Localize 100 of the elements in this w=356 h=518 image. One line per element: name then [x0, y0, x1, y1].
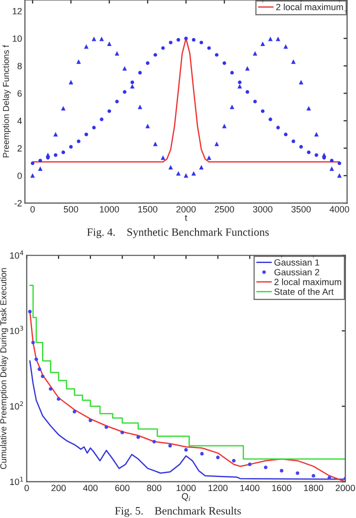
- point: [268, 37, 272, 42]
- y-tick-label: 10$^{2}$: [10, 401, 23, 410]
- point: [168, 165, 173, 170]
- x-tick-label: 1500: [138, 206, 158, 212]
- x-tick-label: 1000: [176, 484, 196, 492]
- point: [253, 100, 257, 104]
- point: [146, 61, 150, 65]
- point: [330, 158, 334, 162]
- line-series: [29, 360, 346, 480]
- x-tick-label: 1800: [304, 484, 324, 492]
- point: [68, 80, 74, 84]
- point: [192, 171, 196, 176]
- point: [138, 104, 142, 110]
- point: [61, 106, 66, 110]
- point: [306, 150, 311, 154]
- point: [176, 171, 180, 176]
- point: [314, 132, 318, 137]
- point: [130, 84, 134, 89]
- point: [168, 444, 172, 448]
- y-tick-label: 10$^{1}$: [10, 476, 24, 486]
- point: [296, 471, 300, 475]
- y-tick-label: 10$^{4}$: [10, 250, 24, 259]
- point: [214, 142, 219, 146]
- point: [100, 118, 104, 122]
- point: [130, 80, 134, 84]
- point: [214, 53, 218, 57]
- point: [92, 126, 96, 130]
- legend-label: 2 local maximum: [276, 4, 343, 10]
- x-tick-label: 1200: [208, 484, 228, 492]
- point: [199, 165, 204, 170]
- point: [107, 42, 112, 46]
- x-tick-label: 2000: [336, 484, 356, 492]
- line-series: [29, 310, 346, 482]
- y-tick-label: 8: [18, 62, 22, 70]
- point: [72, 410, 76, 414]
- point: [76, 140, 80, 144]
- point: [48, 387, 52, 391]
- point: [232, 458, 236, 463]
- y-axis-title: Cumulative Preemption Delay During Task Execution: [0, 268, 8, 470]
- point: [84, 44, 88, 49]
- x-tick-label: 200: [51, 484, 66, 492]
- point: [216, 456, 220, 460]
- point: [54, 132, 58, 137]
- point: [176, 38, 180, 42]
- point: [168, 40, 172, 44]
- y-tick-label: 10: [12, 35, 22, 42]
- point: [184, 36, 188, 40]
- point: [146, 124, 150, 128]
- point: [200, 40, 204, 44]
- x-tick-label: 1600: [272, 484, 292, 492]
- point: [160, 156, 166, 160]
- point: [114, 51, 120, 56]
- point: [84, 132, 88, 136]
- point: [276, 126, 280, 130]
- point: [291, 60, 296, 64]
- point: [222, 61, 226, 65]
- x-tick-label: 3500: [291, 206, 311, 212]
- point: [248, 462, 252, 466]
- point: [152, 440, 156, 444]
- point: [230, 104, 234, 110]
- point: [56, 397, 60, 401]
- point: [30, 174, 35, 178]
- y-tick-label: 2: [18, 145, 22, 152]
- point: [222, 124, 226, 128]
- point: [260, 42, 265, 46]
- point: [122, 66, 127, 71]
- point: [69, 144, 73, 149]
- point: [100, 37, 104, 42]
- x-axis-title: t: [184, 214, 188, 221]
- point: [154, 53, 158, 57]
- point: [328, 476, 332, 480]
- point: [298, 80, 304, 84]
- point: [161, 46, 165, 50]
- point: [299, 144, 303, 149]
- point: [192, 38, 196, 42]
- x-tick-label: 1000: [100, 206, 119, 212]
- x-tick-label: 2000: [176, 206, 196, 212]
- point: [245, 66, 250, 71]
- point: [40, 374, 44, 378]
- point: [38, 166, 42, 171]
- point: [28, 310, 32, 314]
- point: [230, 70, 234, 75]
- point: [337, 174, 342, 178]
- point: [312, 474, 316, 478]
- point: [280, 468, 284, 473]
- point: [264, 466, 268, 470]
- point: [92, 37, 96, 42]
- point: [260, 109, 265, 113]
- x-tick-label: 600: [115, 484, 130, 492]
- y-tick-label: 6: [18, 90, 22, 97]
- point: [207, 46, 211, 50]
- point: [314, 153, 318, 157]
- x-tick-label: 1400: [240, 484, 260, 492]
- point: [306, 106, 311, 110]
- x-axis-title: Q$_{i}$: [182, 493, 190, 502]
- legend-label: Gaussian 1: [274, 258, 320, 266]
- point: [136, 435, 140, 439]
- point: [104, 425, 108, 429]
- y-tick-label: -2: [14, 200, 22, 206]
- point: [88, 418, 92, 422]
